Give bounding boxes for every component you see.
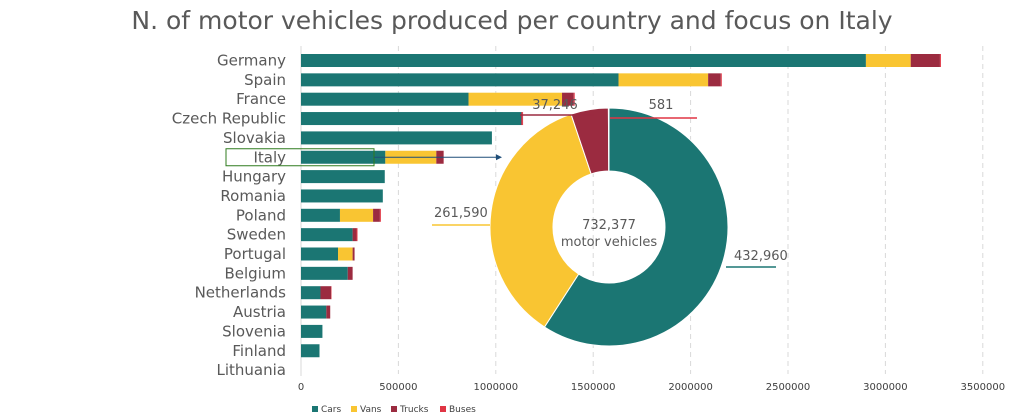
bar-hungary-cars xyxy=(301,170,385,184)
x-tick-label: 1500000 xyxy=(571,382,616,393)
country-label-czech-republic: Czech Republic xyxy=(172,110,286,128)
legend-swatch-trucks xyxy=(391,406,397,412)
donut-value-trucks: 37,246 xyxy=(532,98,578,113)
x-tick-label: 3000000 xyxy=(863,382,908,393)
donut-value-cars: 432,960 xyxy=(734,249,788,264)
bar-netherlands-cars xyxy=(301,286,321,300)
x-tick-label: 1000000 xyxy=(474,382,519,393)
bar-spain-cars xyxy=(301,73,619,87)
bar-austria-trucks xyxy=(326,305,331,319)
country-label-slovenia: Slovenia xyxy=(222,322,286,340)
legend-label-cars: Cars xyxy=(321,405,341,415)
bar-romania-cars xyxy=(301,189,383,203)
country-label-hungary: Hungary xyxy=(222,168,286,186)
legend-label-vans: Vans xyxy=(360,405,382,415)
country-label-portugal: Portugal xyxy=(224,245,286,263)
x-tick-label: 0 xyxy=(298,382,304,393)
bar-germany-vans xyxy=(865,54,911,67)
country-label-lithuania: Lithuania xyxy=(217,361,286,379)
country-label-finland: Finland xyxy=(232,342,286,360)
x-tick-label: 500000 xyxy=(379,382,417,393)
bar-belgium-trucks xyxy=(347,266,353,280)
country-label-slovakia: Slovakia xyxy=(223,129,286,147)
country-label-germany: Germany xyxy=(217,52,286,70)
donut-total-caption: motor vehicles xyxy=(561,235,657,250)
bar-italy-cars xyxy=(301,150,386,164)
bar-sweden-trucks xyxy=(352,228,357,242)
bar-portugal-vans xyxy=(338,247,353,261)
donut-value-vans: 261,590 xyxy=(434,206,488,221)
legend-swatch-buses xyxy=(440,406,446,412)
x-tick-label: 2000000 xyxy=(668,382,713,393)
country-label-romania: Romania xyxy=(220,187,286,205)
bar-france-buses xyxy=(573,92,575,106)
donut-total-value: 732,377 xyxy=(582,218,636,233)
bar-portugal-trucks xyxy=(352,247,355,261)
bar-slovenia-cars xyxy=(301,324,323,338)
country-label-belgium: Belgium xyxy=(225,264,287,282)
donut-value-buses: 581 xyxy=(649,98,674,113)
x-axis-ticks: 0 500000 1000000 1500000 2000000 2500000 30000… xyxy=(298,382,1005,393)
bar-poland-trucks xyxy=(373,208,380,222)
bar-sweden-buses xyxy=(356,228,358,242)
bar-poland-buses xyxy=(379,208,381,222)
legend-label-buses: Buses xyxy=(449,405,476,415)
italy-connector xyxy=(374,154,502,161)
bar-sweden-cars xyxy=(301,228,353,242)
bar-germany-trucks xyxy=(910,54,940,67)
bar-slovakia-cars xyxy=(301,131,492,145)
bar-czech-republic-cars xyxy=(301,112,522,126)
bar-czech-republic-trucks xyxy=(521,112,523,126)
bar-spain-trucks xyxy=(708,73,721,87)
connector-arrowhead xyxy=(496,154,502,161)
country-label-netherlands: Netherlands xyxy=(195,284,287,302)
legend-swatch-cars xyxy=(312,406,318,412)
bar-finland-cars xyxy=(301,344,320,358)
bar-netherlands-trucks xyxy=(320,286,332,300)
country-label-france: France xyxy=(236,90,286,108)
country-label-italy: Italy xyxy=(253,148,286,166)
bar-spain-vans xyxy=(618,73,709,87)
bar-france-cars xyxy=(301,92,469,106)
legend: Cars Vans Trucks Buses xyxy=(312,405,476,415)
bar-austria-cars xyxy=(301,305,327,319)
bar-portugal-cars xyxy=(301,247,339,261)
donut-slice-cars xyxy=(543,107,729,347)
bar-germany-buses xyxy=(939,54,941,67)
bar-spain-buses xyxy=(720,73,722,87)
bar-france-trucks xyxy=(562,92,574,106)
donut-slice-vans xyxy=(489,113,592,328)
chart-title: N. of motor vehicles produced per countr… xyxy=(131,6,893,35)
bar-poland-vans xyxy=(339,208,374,222)
country-label-austria: Austria xyxy=(233,303,286,321)
country-label-sweden: Sweden xyxy=(227,226,286,244)
bar-belgium-cars xyxy=(301,266,348,280)
bar-france-vans xyxy=(468,92,563,106)
x-tick-label: 3500000 xyxy=(961,382,1006,393)
italy-donut: 432,960 261,590 37,246 581 732,377 motor vehi… xyxy=(432,98,788,347)
country-label-poland: Poland xyxy=(236,206,286,224)
x-tick-label: 2500000 xyxy=(766,382,811,393)
bar-germany-cars xyxy=(301,54,866,67)
bar-poland-cars xyxy=(301,208,340,222)
bar-czech-republic-buses xyxy=(522,112,524,126)
country-label-spain: Spain xyxy=(244,71,286,89)
donut-slice-buses xyxy=(607,107,610,172)
bar-series xyxy=(301,54,941,358)
legend-label-trucks: Trucks xyxy=(399,405,429,415)
legend-swatch-vans xyxy=(351,406,357,412)
